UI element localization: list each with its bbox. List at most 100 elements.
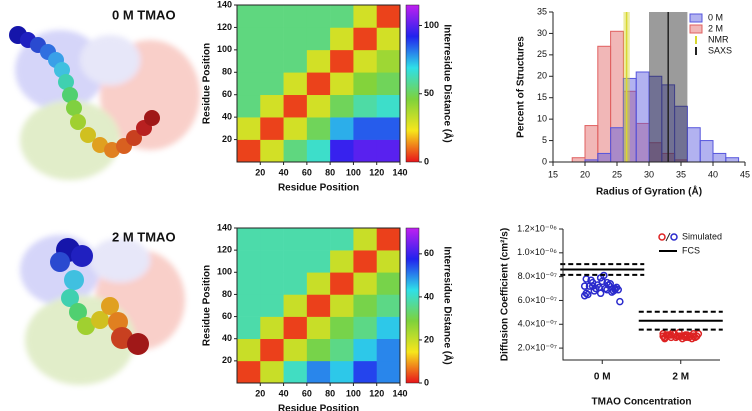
heatmap-cell — [330, 338, 354, 362]
y-tick-label: 20 — [537, 71, 547, 81]
y-tick-label: 40 — [222, 333, 232, 343]
heatmap-cell — [283, 272, 308, 295]
x-tick-label: 25 — [612, 169, 622, 179]
heatmap-cell — [283, 228, 308, 251]
heatmap-cell — [260, 294, 284, 317]
x-tick-label: 60 — [302, 167, 312, 177]
heatmap-cell — [306, 5, 331, 28]
x-tick-label: 0 M — [594, 372, 611, 383]
data-point — [659, 330, 667, 338]
heatmap-cell — [237, 49, 261, 73]
heatmap-cell — [376, 139, 401, 163]
colorbar-tick-label: 100 — [424, 20, 439, 30]
plot-frame — [236, 4, 401, 163]
data-point — [616, 297, 624, 306]
heatmap-cell — [330, 139, 354, 163]
legend-swatch — [689, 13, 703, 23]
heatmap-cell — [353, 250, 378, 273]
histogram-bar — [725, 157, 740, 163]
heatmap-cell — [306, 94, 331, 118]
heatmap-cell — [283, 94, 308, 118]
heatmap-cell — [260, 5, 284, 28]
heatmap-cell — [376, 360, 401, 384]
heatmap-cell — [376, 5, 401, 28]
heatmap-cell — [306, 117, 331, 140]
y-tick-label: 40 — [222, 112, 232, 122]
histogram-bar — [610, 127, 624, 163]
legend-swatch — [670, 233, 678, 241]
heatmap-cell — [260, 117, 284, 140]
data-point — [614, 285, 622, 294]
heatmap-cell — [283, 250, 308, 273]
heatmap-cell — [330, 272, 354, 295]
x-tick-label: 40 — [279, 167, 289, 177]
colorbar-tick-label: 50 — [424, 88, 434, 98]
axes — [562, 229, 720, 361]
heatmap-cell — [330, 72, 354, 96]
x-tick-label: 100 — [346, 167, 361, 177]
histogram-bar — [584, 125, 599, 163]
x-tick-label: 80 — [325, 167, 335, 177]
y-axis-label: Percent of Structures — [516, 36, 527, 138]
colorbar-tick-label: 40 — [424, 291, 434, 301]
y-tick-label: 5 — [542, 135, 547, 145]
x-tick-label: 100 — [346, 388, 361, 398]
heatmap-cell — [306, 27, 331, 51]
heatmap-cell — [353, 272, 378, 295]
heatmap-cell — [283, 72, 308, 96]
heatmap-cell — [306, 228, 331, 251]
data-point — [604, 281, 613, 289]
legend-label: SAXS — [708, 45, 732, 55]
x-axis-label: TMAO Concentration — [592, 397, 692, 408]
heatmap-cell — [283, 139, 308, 163]
heatmap-cell — [283, 294, 308, 317]
y-tick-label: 1.0×10⁻⁰⁶ — [517, 247, 557, 257]
panel-label: 0 M TMAO — [112, 7, 176, 22]
panel-label: 2 M TMAO — [112, 229, 176, 244]
heatmap-cell — [283, 316, 308, 340]
heatmap-cell — [237, 117, 261, 140]
heatmap-cell — [260, 139, 284, 163]
heatmap-cell — [353, 5, 378, 28]
heatmap-cell — [283, 49, 308, 73]
legend-swatch — [689, 24, 703, 34]
heatmap-cell — [376, 27, 401, 51]
data-point — [667, 331, 675, 339]
y-tick-label: 80 — [222, 289, 232, 299]
heatmap-cell — [306, 139, 331, 163]
y-tick-label: 8.0×10⁻⁰⁷ — [518, 271, 557, 281]
heatmap-cell — [237, 5, 261, 28]
y-tick-label: 120 — [217, 245, 232, 255]
colorbar — [405, 227, 420, 384]
heatmap-cell — [237, 272, 261, 295]
heatmap-cell — [353, 94, 378, 118]
heatmap-cell — [306, 272, 331, 295]
protein-image — [20, 235, 185, 385]
heatmap-cell — [376, 272, 401, 295]
heatmap-cell — [353, 228, 378, 251]
heatmap-cell — [353, 338, 378, 362]
legend-label: FCS — [682, 245, 700, 255]
heatmap-cell — [283, 5, 308, 28]
heatmap-cell — [376, 316, 401, 340]
protein-image — [9, 26, 200, 180]
legend-label: 0 M — [708, 12, 723, 22]
y-tick-label: 60 — [222, 89, 232, 99]
x-tick-label: 20 — [580, 169, 590, 179]
colorbar-tick-label: 0 — [424, 377, 429, 387]
heatmap-cell — [330, 49, 354, 73]
x-tick-label: 140 — [392, 388, 407, 398]
y-tick-label: 2.0×10⁻⁰⁷ — [518, 342, 557, 352]
legend-label: NMR — [708, 34, 729, 44]
data-point — [588, 282, 597, 290]
x-tick-label: 140 — [392, 167, 407, 177]
heatmap-cell — [237, 316, 261, 340]
heatmap-cell — [376, 294, 401, 317]
colorbar-label: Interresidue Distance (Å) — [441, 246, 454, 364]
heatmap-cell — [237, 72, 261, 96]
x-tick-label: 45 — [740, 169, 750, 179]
heatmap-cell — [306, 49, 331, 73]
heatmap-cell — [306, 72, 331, 96]
heatmap-cell — [260, 250, 284, 273]
